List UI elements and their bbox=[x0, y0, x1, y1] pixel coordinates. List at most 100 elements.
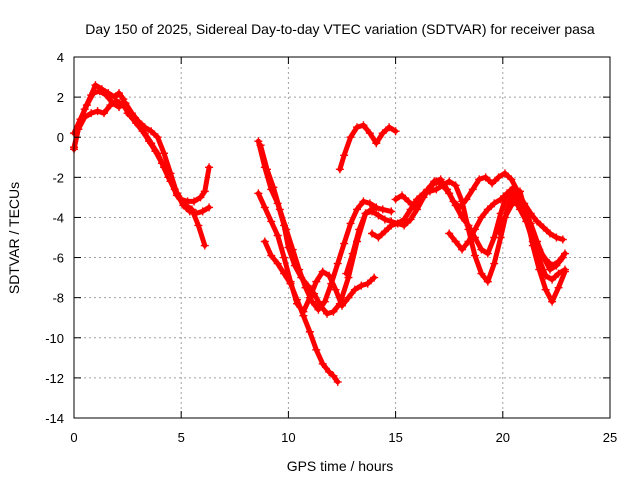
data-point bbox=[475, 175, 484, 184]
data-point bbox=[140, 123, 149, 132]
data-point bbox=[520, 203, 529, 212]
data-point bbox=[153, 133, 162, 142]
data-point bbox=[365, 129, 374, 138]
data-point bbox=[417, 195, 426, 204]
data-point bbox=[488, 179, 497, 188]
data-point bbox=[410, 203, 419, 212]
data-layer bbox=[70, 81, 569, 386]
data-point bbox=[82, 101, 91, 110]
data-point bbox=[552, 261, 561, 270]
data-point bbox=[260, 237, 269, 246]
data-point bbox=[404, 197, 413, 206]
data-point bbox=[357, 281, 366, 290]
data-point bbox=[320, 297, 329, 306]
data-point bbox=[344, 293, 353, 302]
y-tick-label: 2 bbox=[57, 90, 64, 105]
data-point bbox=[449, 197, 458, 206]
series-trace-7 bbox=[256, 141, 381, 314]
data-point bbox=[288, 245, 297, 254]
x-axis-label: GPS time / hours bbox=[287, 458, 394, 474]
data-point bbox=[496, 233, 505, 242]
y-tick-label: -8 bbox=[52, 291, 64, 306]
data-point bbox=[490, 259, 499, 268]
data-point bbox=[533, 217, 542, 226]
data-point bbox=[198, 207, 207, 216]
data-point bbox=[145, 137, 154, 146]
data-point bbox=[76, 115, 85, 124]
data-point bbox=[267, 217, 276, 226]
data-point bbox=[464, 237, 473, 246]
data-point bbox=[558, 253, 567, 262]
data-point bbox=[205, 203, 214, 212]
y-tick-label: 4 bbox=[57, 50, 64, 65]
data-point bbox=[368, 207, 377, 216]
x-tick-label: 20 bbox=[496, 430, 510, 445]
data-point bbox=[91, 81, 100, 90]
data-point bbox=[378, 129, 387, 138]
series-trace-5 bbox=[254, 189, 379, 316]
data-point bbox=[353, 123, 362, 132]
data-point bbox=[554, 269, 563, 278]
data-point bbox=[372, 139, 381, 148]
data-point bbox=[95, 87, 104, 96]
y-tick-label: -2 bbox=[52, 170, 64, 185]
data-point bbox=[254, 189, 263, 198]
data-point bbox=[342, 269, 351, 278]
data-point bbox=[391, 127, 400, 136]
data-point bbox=[305, 327, 314, 336]
data-point bbox=[286, 279, 295, 288]
data-point bbox=[262, 165, 271, 174]
axis-ticks: 0 5 10 15 20 25 -14 -12 -10 -8 -6 -4 -2 0 2 4 bbox=[45, 50, 617, 445]
data-point bbox=[541, 285, 550, 294]
x-tick-label: 25 bbox=[603, 430, 617, 445]
data-point bbox=[554, 283, 563, 292]
data-point bbox=[359, 121, 368, 130]
data-point bbox=[483, 249, 492, 258]
data-point bbox=[196, 193, 205, 202]
y-tick-label: -12 bbox=[45, 371, 64, 386]
data-point bbox=[436, 175, 445, 184]
y-tick-label: -6 bbox=[52, 251, 64, 266]
data-point bbox=[312, 277, 321, 286]
y-tick-label: -10 bbox=[45, 331, 64, 346]
data-point bbox=[470, 251, 479, 260]
data-point bbox=[160, 149, 169, 158]
series-trace-8 bbox=[335, 121, 400, 174]
data-point bbox=[355, 225, 364, 234]
data-point bbox=[275, 205, 284, 214]
data-point bbox=[338, 301, 346, 310]
data-point bbox=[359, 197, 368, 206]
data-point bbox=[378, 205, 387, 214]
data-point bbox=[374, 233, 383, 242]
y-axis-label: SDTVAR / TECUs bbox=[6, 182, 22, 294]
data-point bbox=[380, 227, 389, 236]
data-point bbox=[348, 249, 357, 258]
data-point bbox=[280, 253, 289, 262]
x-tick-label: 0 bbox=[70, 430, 77, 445]
data-point bbox=[322, 309, 331, 318]
data-point bbox=[513, 193, 522, 202]
data-point bbox=[443, 185, 452, 194]
data-point bbox=[205, 163, 214, 172]
x-tick-label: 10 bbox=[281, 430, 295, 445]
data-point bbox=[503, 189, 512, 198]
data-point bbox=[200, 187, 209, 196]
data-point bbox=[552, 233, 561, 242]
data-point bbox=[372, 203, 381, 212]
data-point bbox=[423, 185, 432, 194]
data-point bbox=[361, 209, 370, 218]
data-point bbox=[93, 107, 102, 116]
data-point bbox=[368, 229, 377, 238]
data-point bbox=[166, 169, 175, 178]
data-point bbox=[496, 195, 505, 204]
data-point bbox=[340, 151, 349, 160]
data-point bbox=[273, 259, 282, 268]
data-point bbox=[318, 267, 327, 276]
data-point bbox=[393, 219, 402, 228]
data-point bbox=[365, 199, 374, 208]
series-trace-13 bbox=[494, 193, 567, 274]
data-point bbox=[329, 371, 338, 380]
data-point bbox=[483, 205, 492, 214]
plot-frame bbox=[73, 56, 611, 419]
